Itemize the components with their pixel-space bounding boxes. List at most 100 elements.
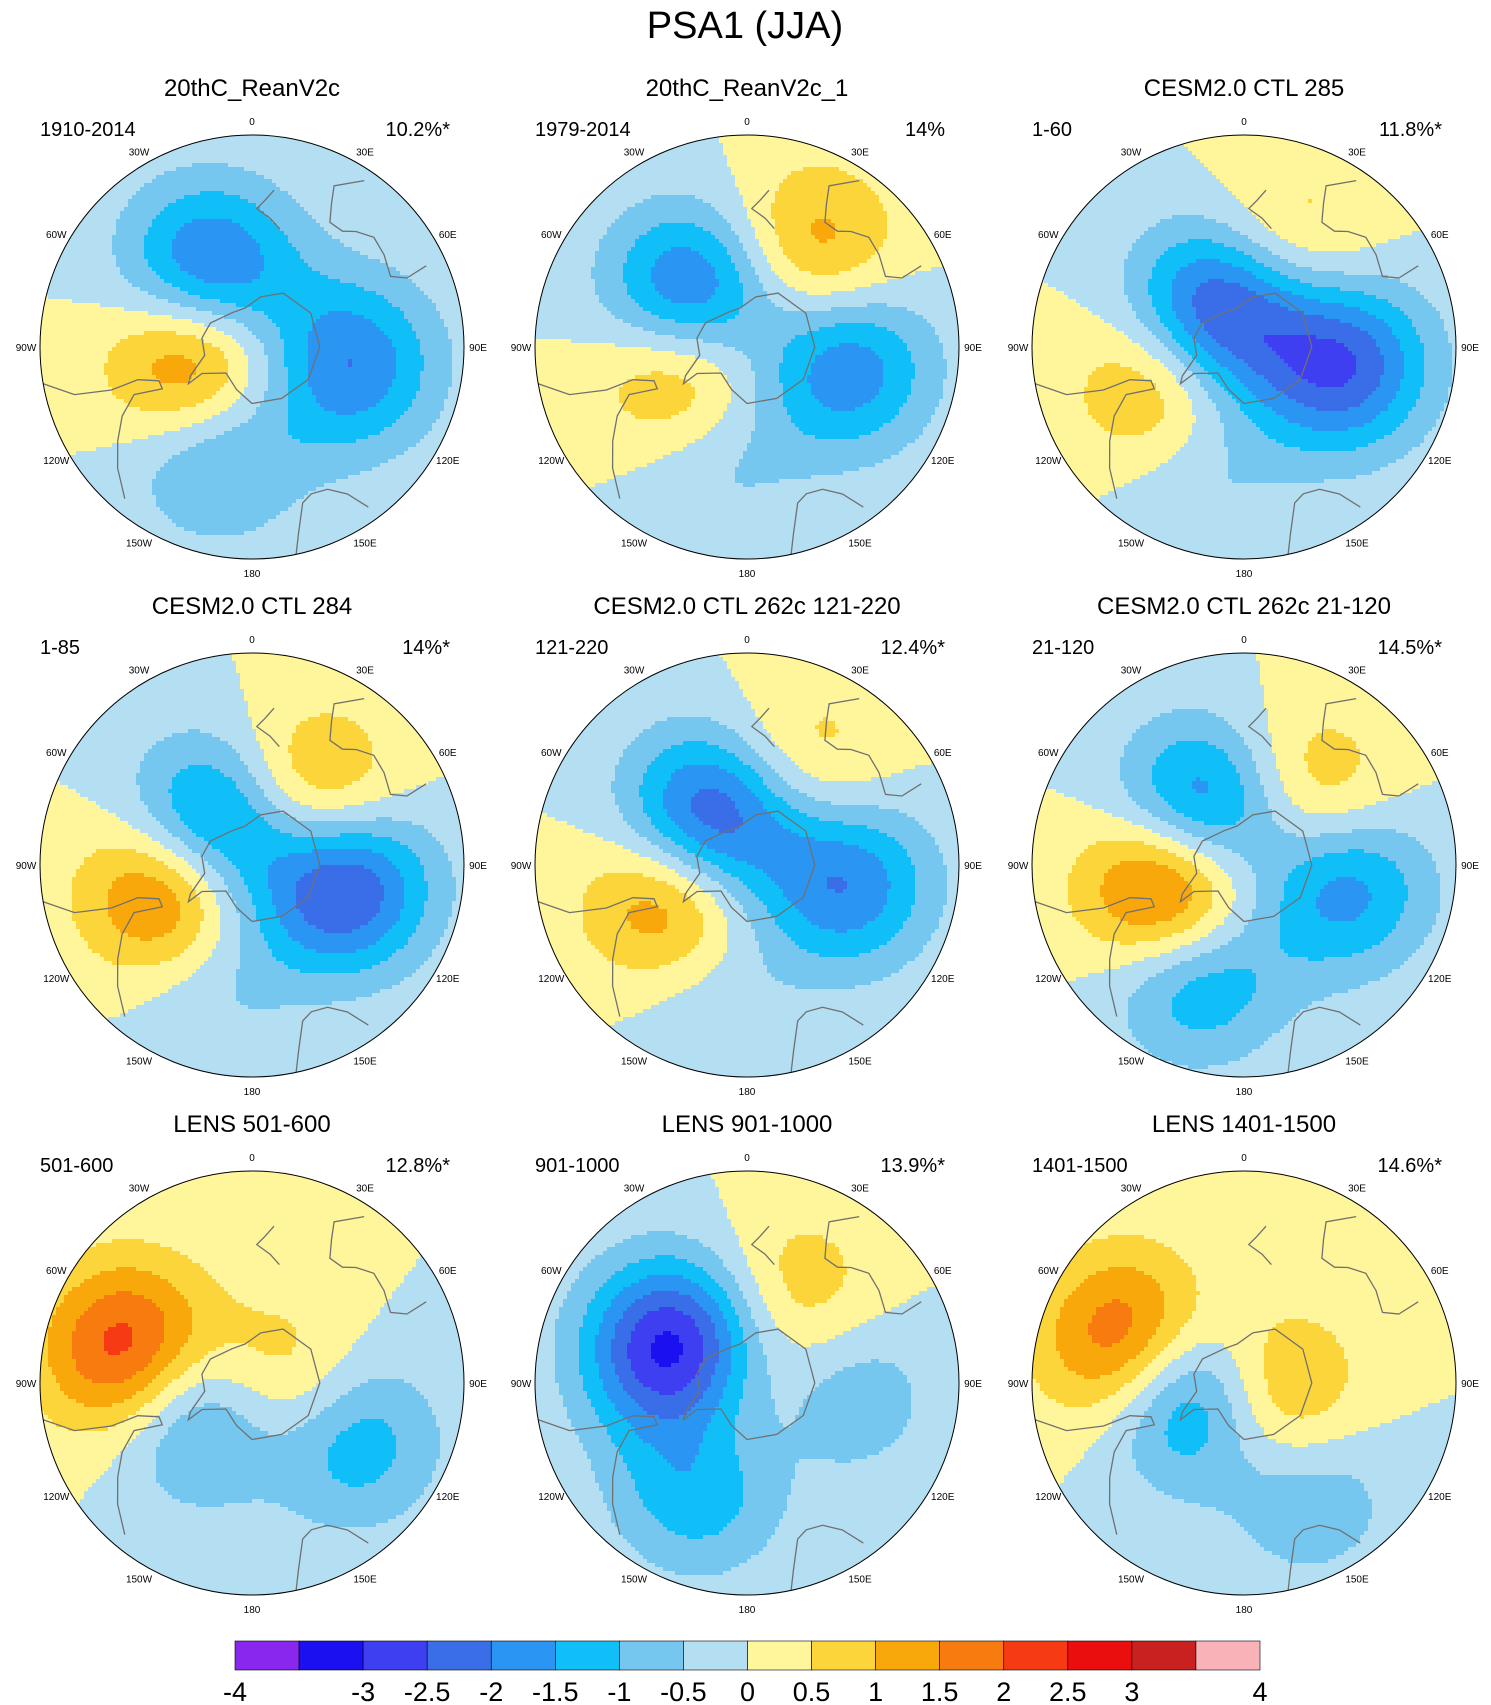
coastlines (537, 697, 922, 1073)
longitude-label: 30W (1121, 1183, 1142, 1194)
panel-title: CESM2.0 CTL 284 (152, 593, 353, 620)
longitude-label: 30W (129, 665, 150, 676)
panel-title: CESM2.0 CTL 262c 21-120 (1097, 593, 1391, 620)
period-label: 1-85 (40, 637, 80, 659)
period-label: 901-1000 (535, 1155, 620, 1177)
longitude-label: 30W (624, 147, 645, 158)
longitude-label: 90W (511, 861, 532, 872)
coastlines (42, 697, 427, 1073)
longitude-label: 60W (1038, 748, 1059, 759)
longitude-label: 90E (469, 343, 487, 354)
longitude-label: 120E (1428, 974, 1452, 985)
longitude-label: 60E (1431, 1266, 1449, 1277)
figure-title: PSA1 (JJA) (647, 5, 843, 47)
longitude-label: 150W (126, 1575, 153, 1586)
longitude-label: 90W (511, 1379, 532, 1390)
longitude-label: 0 (249, 635, 255, 646)
longitude-label: 30E (356, 665, 374, 676)
longitude-label: 150E (848, 1057, 872, 1068)
longitude-label: 150E (353, 539, 377, 550)
colorbar-swatch (298, 1640, 364, 1671)
longitude-label: 120E (436, 974, 460, 985)
colorbar-swatch (811, 1640, 876, 1671)
colorbar-tick-label: -0.5 (660, 1677, 707, 1705)
longitude-label: 120E (931, 456, 955, 467)
map-panel: 0 30E 60E 90E 120E 150E 180 150W 120W 90W 60W 30W CE… (511, 593, 983, 1098)
colorbar-tick-label: -1 (607, 1677, 631, 1705)
colorbar-tick-label: -3 (351, 1677, 375, 1705)
colorbar-tick-label: -2.5 (404, 1677, 451, 1705)
map-panel: 0 30E 60E 90E 120E 150E 180 150W 120W 90W 60W 30W LE… (1008, 1111, 1480, 1616)
colorbar-swatch (1195, 1640, 1261, 1671)
period-label: 121-220 (535, 637, 608, 659)
map-border (39, 134, 465, 560)
anomaly-field (40, 653, 464, 1077)
colorbar-tick-label: 0 (740, 1677, 755, 1705)
panel-title: 20thC_ReanV2c (164, 75, 340, 102)
longitude-label: 60E (439, 1266, 457, 1277)
longitude-label: 150E (848, 1575, 872, 1586)
colorbar-swatch (234, 1640, 300, 1671)
colorbar-swatch (683, 1640, 748, 1671)
anomaly-field (535, 1171, 959, 1595)
map-panel: 0 30E 60E 90E 120E 150E 180 150W 120W 90W 60W 30W CE… (16, 593, 488, 1098)
longitude-label: 150W (126, 539, 153, 550)
colorbar-swatch (1003, 1640, 1069, 1671)
longitude-label: 150W (621, 1057, 648, 1068)
longitude-label: 150W (126, 1057, 153, 1068)
longitude-label: 120W (538, 974, 565, 985)
map-border (534, 1170, 960, 1596)
longitude-label: 120W (43, 1492, 70, 1503)
longitude-label: 120E (1428, 1492, 1452, 1503)
map-panel: 0 30E 60E 90E 120E 150E 180 150W 120W 90W 60W 30W 20… (511, 75, 983, 580)
longitude-label: 60E (1431, 230, 1449, 241)
panel-title: CESM2.0 CTL 285 (1144, 75, 1345, 102)
panel-title: 20thC_ReanV2c_1 (646, 75, 849, 102)
period-label: 1979-2014 (535, 119, 631, 141)
longitude-label: 150W (1118, 1575, 1145, 1586)
longitude-label: 150W (1118, 1057, 1145, 1068)
variance-label: 13.9%* (881, 1155, 946, 1177)
colorbar-swatch (362, 1640, 428, 1671)
longitude-label: 150E (353, 1575, 377, 1586)
longitude-label: 30E (356, 147, 374, 158)
longitude-label: 150E (1345, 1057, 1369, 1068)
longitude-label: 150E (353, 1057, 377, 1068)
longitude-label: 90W (16, 1379, 37, 1390)
panel-title: LENS 501-600 (173, 1111, 330, 1138)
longitude-label: 120W (1035, 456, 1062, 467)
variance-label: 14.5%* (1378, 637, 1443, 659)
panel-title: LENS 901-1000 (662, 1111, 833, 1138)
longitude-label: 150E (848, 539, 872, 550)
longitude-label: 0 (744, 635, 750, 646)
colorbar-tick-label: 2.5 (1049, 1677, 1087, 1705)
longitude-label: 60W (1038, 230, 1059, 241)
longitude-label: 30E (851, 147, 869, 158)
period-label: 1910-2014 (40, 119, 136, 141)
longitude-label: 0 (1241, 1153, 1247, 1164)
longitude-label: 60E (439, 230, 457, 241)
longitude-label: 150E (1345, 539, 1369, 550)
longitude-label: 60W (46, 748, 67, 759)
colorbar-tick-label: 4 (1252, 1677, 1267, 1705)
longitude-label: 90W (1008, 343, 1029, 354)
longitude-label: 60W (1038, 1266, 1059, 1277)
longitude-label: 90E (964, 1379, 982, 1390)
colorbar-swatch (555, 1640, 620, 1671)
longitude-label: 120E (1428, 456, 1452, 467)
map-border (534, 134, 960, 560)
longitude-label: 120W (538, 456, 565, 467)
longitude-label: 60E (1431, 748, 1449, 759)
colorbar-tick-label: 2 (996, 1677, 1011, 1705)
longitude-label: 90E (1461, 343, 1479, 354)
longitude-label: 90W (511, 343, 532, 354)
longitude-label: 30E (851, 1183, 869, 1194)
map-border (1031, 134, 1457, 560)
longitude-label: 60E (934, 748, 952, 759)
colorbar-swatch (747, 1640, 812, 1671)
colorbar-swatch (939, 1640, 1005, 1671)
longitude-label: 60E (439, 748, 457, 759)
longitude-label: 180 (244, 1087, 261, 1098)
variance-label: 12.4%* (881, 637, 946, 659)
